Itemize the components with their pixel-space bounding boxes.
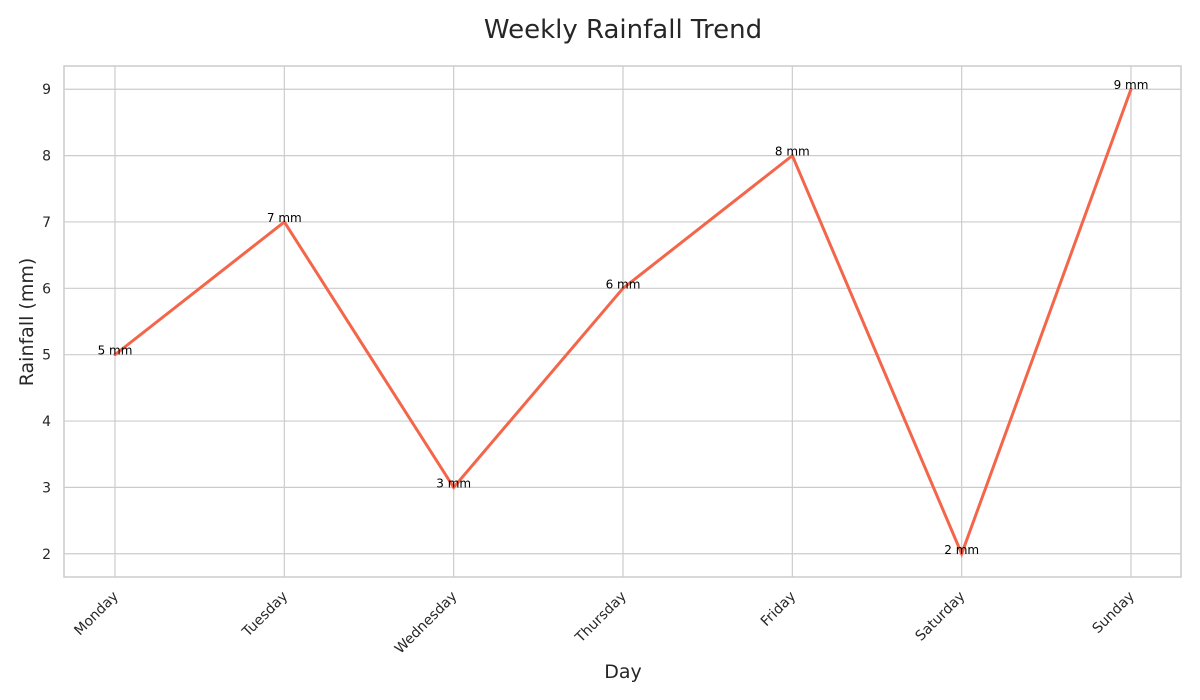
data-label: 5 mm xyxy=(98,344,133,358)
data-point xyxy=(282,220,286,224)
x-tick-label: Thursday xyxy=(572,589,630,647)
data-labels: 5 mm 7 mm 3 mm 6 mm 8 mm 2 mm 9 mm xyxy=(98,78,1149,557)
y-tick-label: 9 xyxy=(42,82,51,98)
y-tick-label: 7 xyxy=(42,215,51,231)
data-label: 7 mm xyxy=(267,211,302,225)
x-tick-label: Monday xyxy=(71,589,121,639)
data-label: 9 mm xyxy=(1114,78,1149,92)
data-label: 8 mm xyxy=(775,145,810,159)
data-point xyxy=(621,286,625,290)
data-point xyxy=(960,552,964,556)
data-label: 3 mm xyxy=(436,476,471,490)
x-tick-label: Friday xyxy=(758,589,799,630)
plot-frame xyxy=(63,65,1182,578)
tick-labels: 2 3 4 5 6 7 8 9 Monday Tuesday Wednesday Thursday Fr… xyxy=(42,82,1138,657)
data-label: 6 mm xyxy=(606,277,641,291)
data-point xyxy=(113,353,117,357)
y-tick-label: 8 xyxy=(42,149,51,165)
x-tick-label: Tuesday xyxy=(239,589,291,641)
series-rainfall xyxy=(113,87,1133,558)
y-tick-label: 4 xyxy=(42,414,51,430)
grid-lines xyxy=(64,66,1181,577)
data-point xyxy=(790,154,794,158)
data-point xyxy=(1129,87,1133,91)
data-point xyxy=(452,485,456,489)
y-tick-label: 3 xyxy=(42,480,51,496)
chart-title: Weekly Rainfall Trend xyxy=(484,15,762,45)
y-tick-label: 2 xyxy=(42,547,51,563)
x-tick-label: Wednesday xyxy=(392,589,461,658)
y-tick-label: 5 xyxy=(42,348,51,364)
x-tick-label: Sunday xyxy=(1089,589,1137,637)
x-axis-label: Day xyxy=(604,661,642,683)
x-tick-label: Saturday xyxy=(913,589,969,645)
data-label: 2 mm xyxy=(944,543,979,557)
y-axis-label: Rainfall (mm) xyxy=(16,258,38,387)
y-tick-label: 6 xyxy=(42,281,51,297)
